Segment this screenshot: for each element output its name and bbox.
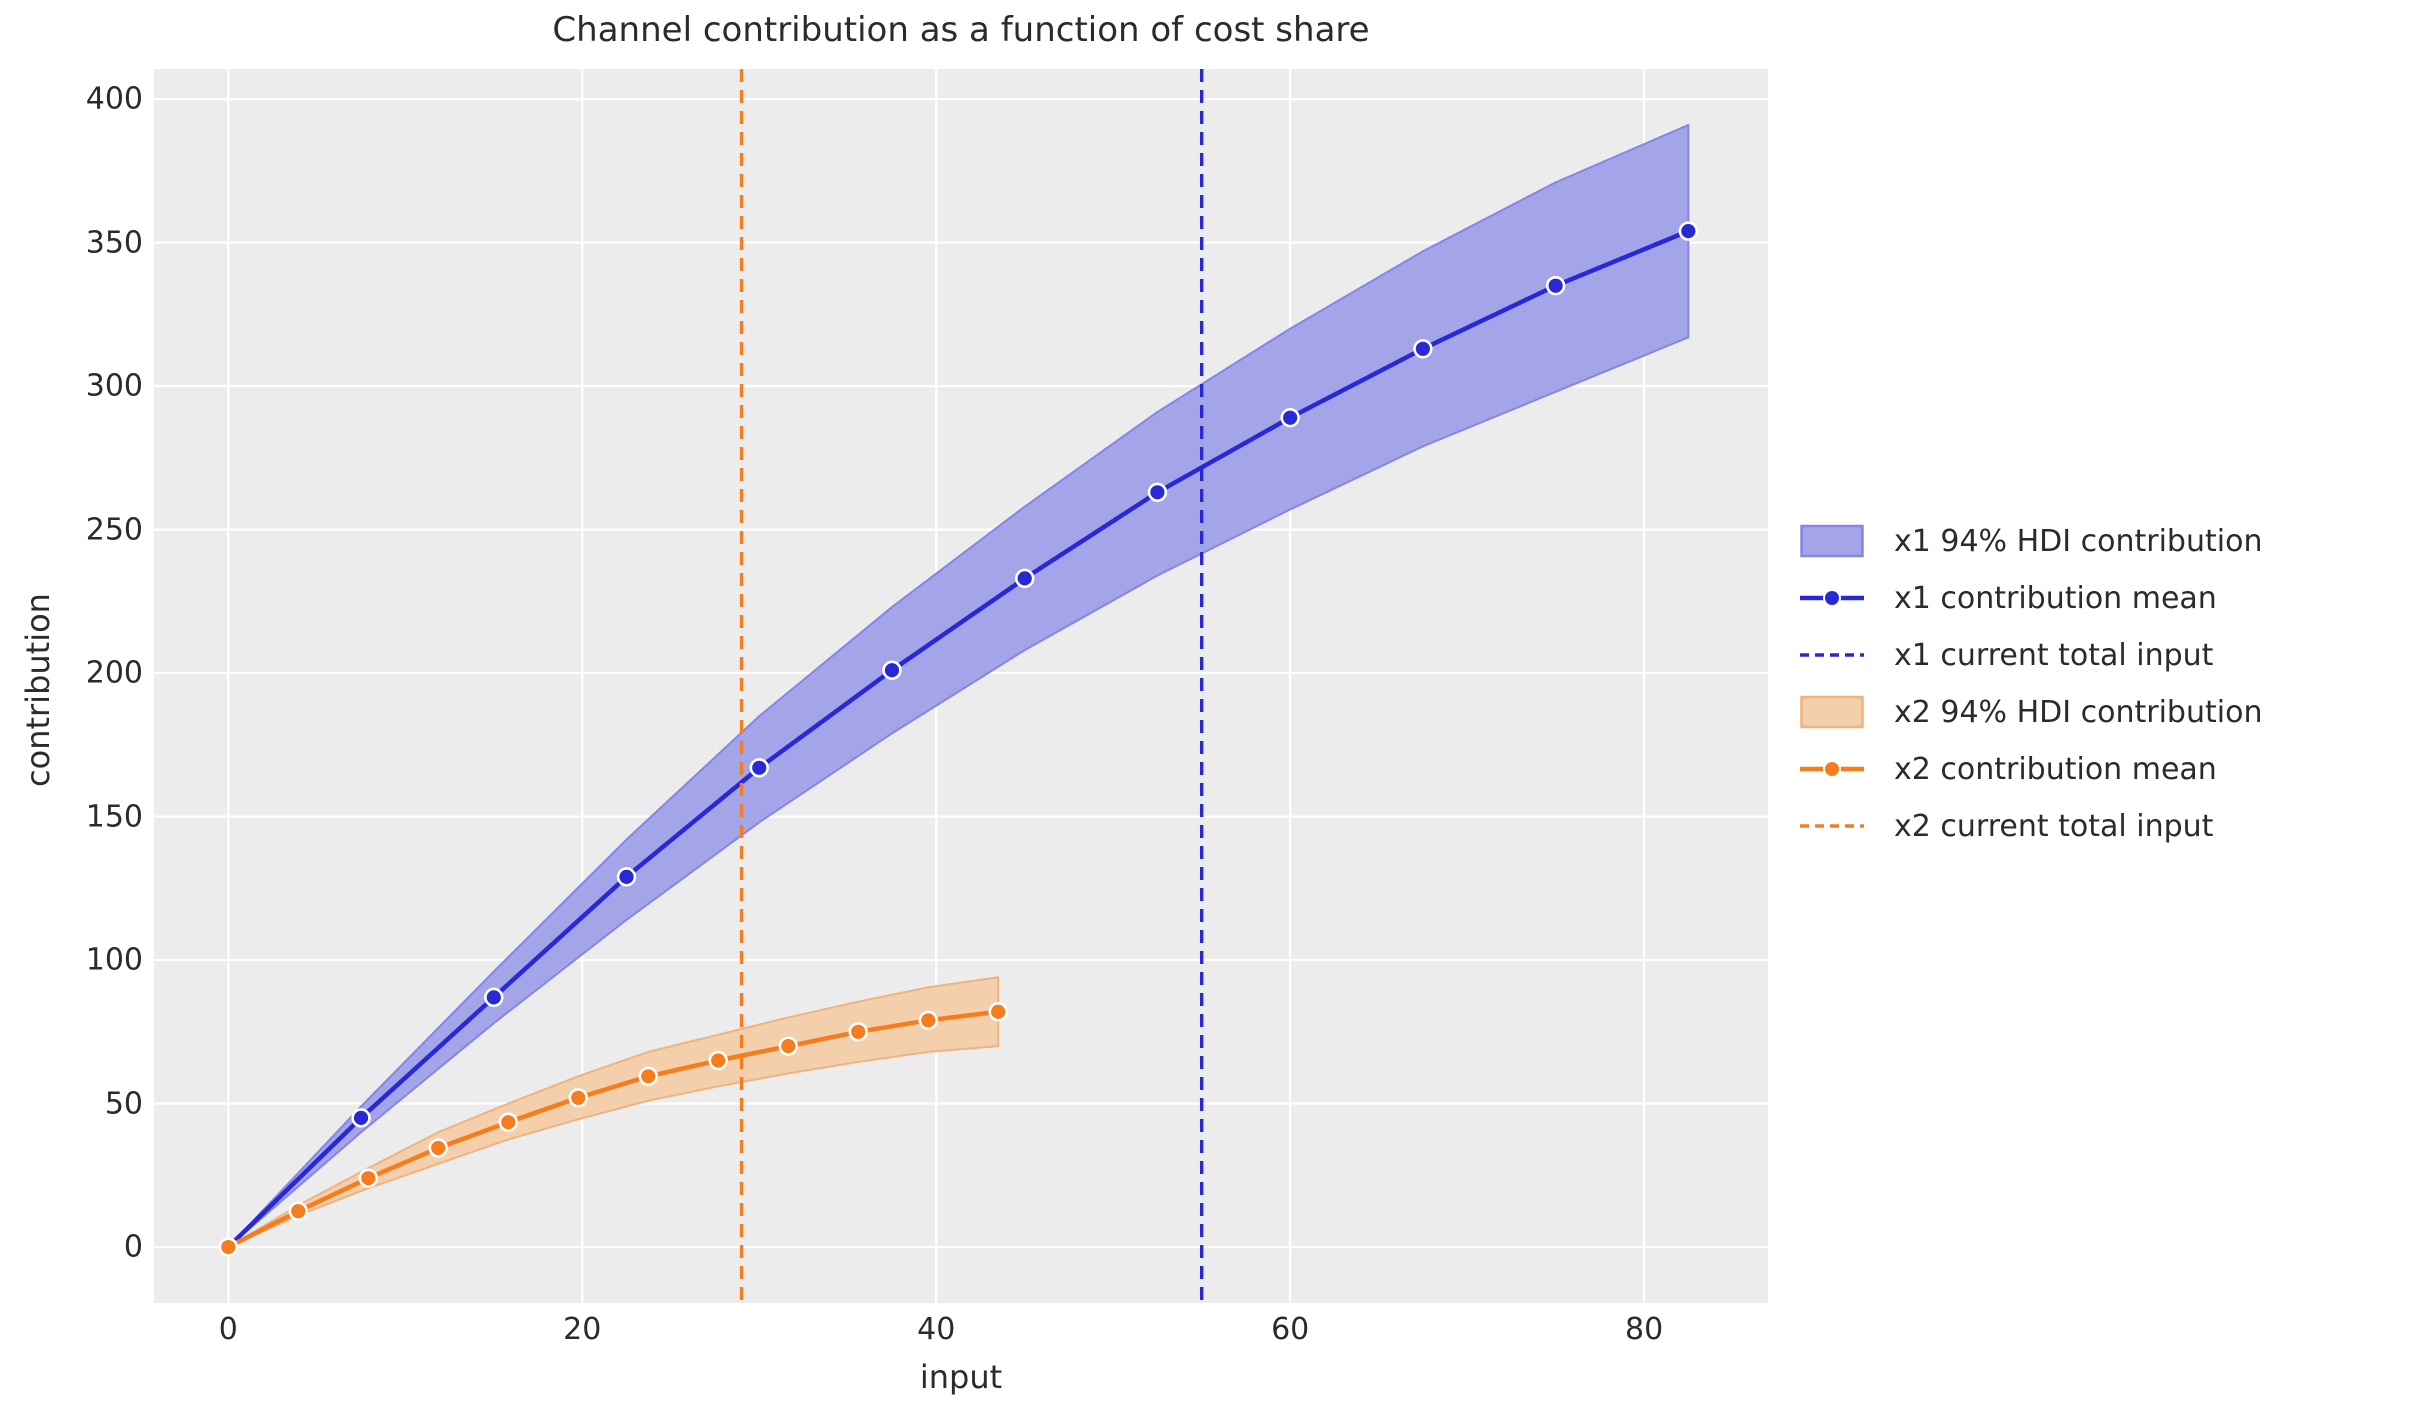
legend-item: x2 94% HDI contribution: [1800, 693, 2262, 731]
x-tick-label: 80: [1625, 1312, 1664, 1347]
legend-item: x2 current total input: [1800, 807, 2262, 845]
legend-item: x1 contribution mean: [1800, 579, 2262, 617]
legend-item-label: x2 94% HDI contribution: [1894, 694, 2263, 730]
y-tick-label: 400: [85, 81, 143, 117]
legend-item-label: x1 current total input: [1894, 637, 2214, 673]
y-tick-label: 50: [104, 1086, 143, 1122]
x-axis-label: input: [919, 1358, 1003, 1396]
legend-item: x2 contribution mean: [1800, 750, 2262, 788]
y-tick-label: 100: [85, 942, 143, 978]
dashed-line-swatch-icon: [1800, 636, 1864, 674]
x-tick-label: 0: [218, 1312, 238, 1347]
hdi-band-swatch-icon: [1800, 522, 1864, 560]
x-tick-label: 20: [563, 1312, 602, 1347]
y-tick-label: 150: [85, 799, 143, 835]
legend-item-label: x2 current total input: [1894, 808, 2214, 844]
chart-title: Channel contribution as a function of co…: [552, 10, 1370, 50]
dashed-line-swatch-icon: [1800, 807, 1864, 845]
y-tick-label: 350: [85, 225, 143, 261]
y-tick-label: 300: [85, 368, 143, 404]
y-axis-label: contribution: [19, 593, 57, 787]
y-tick-label: 0: [123, 1229, 143, 1265]
legend-item: x1 current total input: [1800, 636, 2262, 674]
line-marker-swatch-icon: [1800, 579, 1864, 617]
x-tick-label: 60: [1271, 1312, 1310, 1347]
hdi-band-swatch-icon: [1800, 693, 1864, 731]
y-tick-label: 250: [85, 512, 143, 548]
y-tick-label: 200: [85, 655, 143, 691]
legend-item-label: x1 94% HDI contribution: [1894, 523, 2263, 559]
x-tick-label: 40: [917, 1312, 956, 1347]
legend: x1 94% HDI contribution x1 contribution …: [1800, 522, 2262, 864]
legend-item-label: x2 contribution mean: [1894, 751, 2217, 787]
legend-item: x1 94% HDI contribution: [1800, 522, 2262, 560]
line-marker-swatch-icon: [1800, 750, 1864, 788]
legend-item-label: x1 contribution mean: [1894, 580, 2217, 616]
